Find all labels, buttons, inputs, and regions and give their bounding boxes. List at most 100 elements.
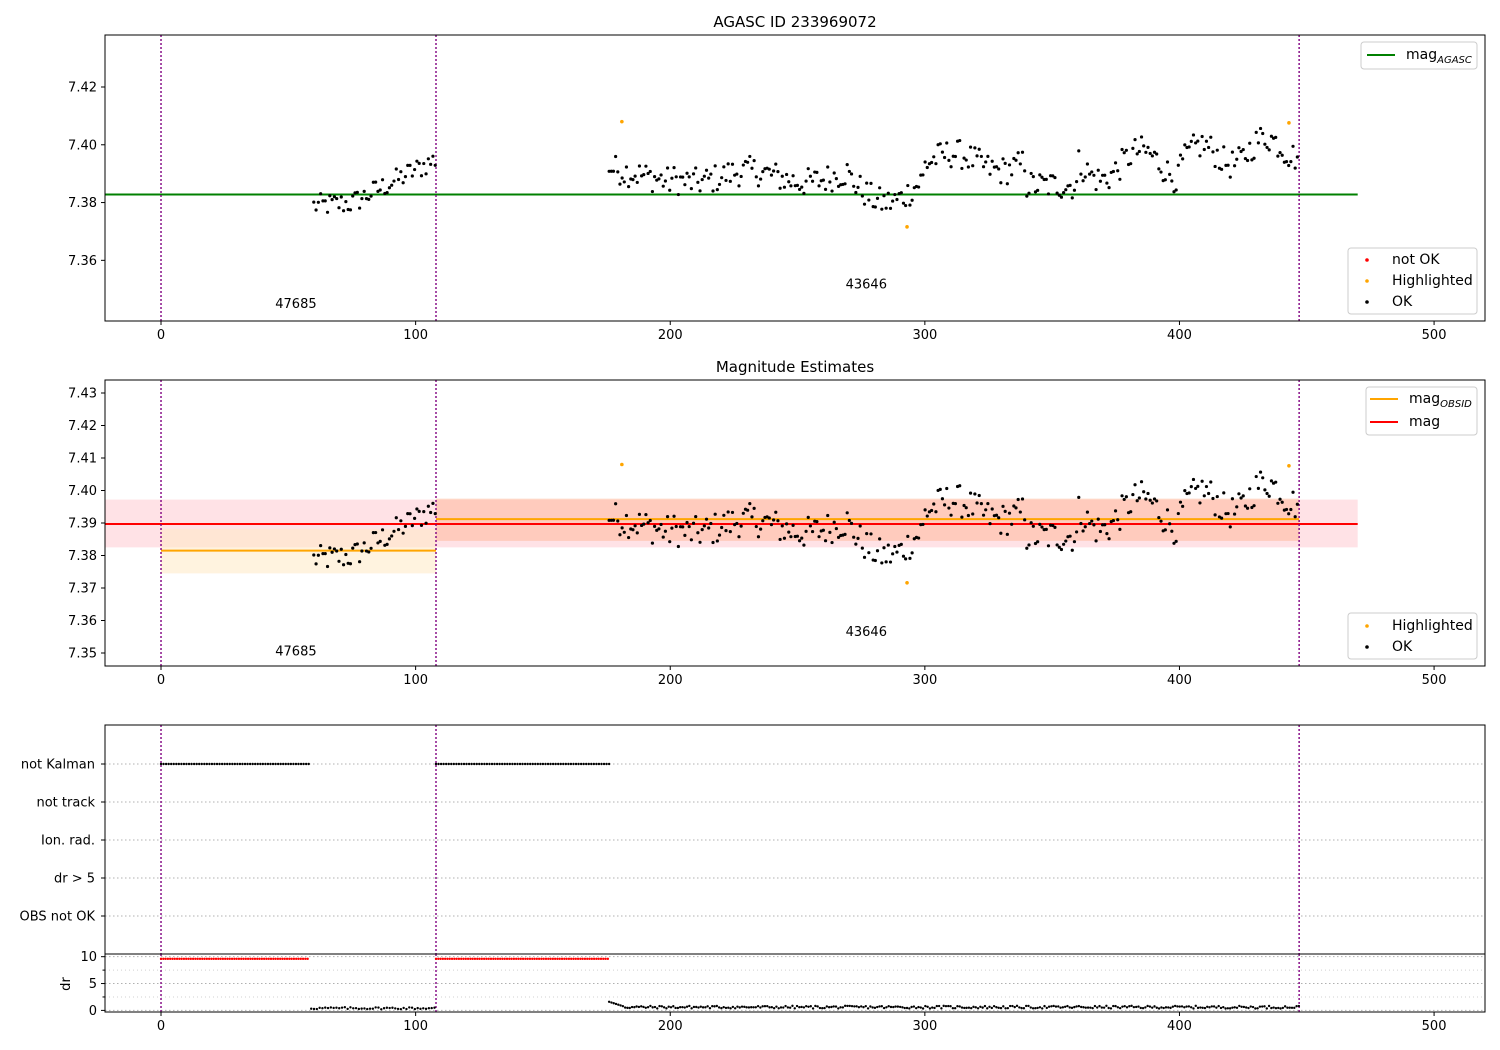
panel2-point-ok — [1232, 512, 1237, 516]
panel2-point-ok — [964, 506, 968, 510]
panel1-point-ok — [1070, 196, 1074, 200]
panel4-dr-point — [889, 1005, 893, 1009]
panel1-point-ok — [685, 171, 689, 175]
panel4-clipped-point — [443, 957, 447, 961]
panel4-clipped-point — [304, 957, 307, 961]
panel4-dr-point — [711, 1005, 714, 1008]
panel4-dr-point — [1242, 1005, 1246, 1009]
panel4-dr-point — [1091, 1006, 1094, 1010]
panel1-point-ok — [906, 183, 910, 188]
panel4-dr-point — [1075, 1005, 1078, 1008]
panel2-point-ok — [670, 526, 674, 530]
panel1-point-ok — [314, 208, 318, 212]
panel1-point-ok — [826, 165, 830, 169]
panel4-dr-point — [1109, 1007, 1113, 1010]
panel4-dr-point — [880, 1005, 884, 1008]
panel4-clipped-point — [476, 957, 479, 961]
panel3-flag-point — [531, 762, 534, 766]
panel2-title: Magnitude Estimates — [716, 358, 874, 376]
panel4-dr-point — [318, 1006, 321, 1010]
panel4-dr-point — [1036, 1006, 1039, 1010]
panel1-point-ok — [659, 173, 663, 177]
panel3-flag-point — [539, 762, 542, 766]
panel1-ticks: 0 100 200 300 400 500 7.36 7.38 7.40 7.42 — [68, 81, 1446, 344]
panel2-point-ok — [700, 528, 704, 532]
panel2-point-ok — [1040, 525, 1044, 529]
panel2-point-ok — [806, 515, 810, 519]
panel4-clipped-point — [602, 957, 605, 961]
panel2-point-legend: Highlighted OK — [1347, 612, 1478, 660]
panel1-point-ok — [880, 207, 884, 211]
panel3-flag-point — [175, 762, 178, 766]
panel4-dr-point — [368, 1007, 372, 1010]
panel4-dr-point — [1141, 1006, 1145, 1010]
panel2-point-ok — [648, 518, 652, 523]
panel3-flag-point — [304, 762, 308, 766]
panel2-ytick-label-0: 7.35 — [68, 647, 97, 662]
panel2-point-ok — [369, 546, 373, 550]
panel1-xtick-label-3: 300 — [912, 328, 937, 343]
panel2-point-ok — [854, 542, 858, 546]
panel2-point-ok — [756, 535, 761, 539]
panel3-flag-point — [190, 762, 193, 766]
panel1-point-ok — [830, 189, 834, 193]
panel3-flag-point — [246, 762, 249, 766]
panel4-dr-point — [366, 1007, 369, 1011]
panel4-clipped-point — [599, 957, 603, 961]
panel1-point-ok — [1163, 178, 1167, 182]
panel4-clipped-point — [485, 957, 488, 961]
panel3-flag-point — [475, 762, 478, 766]
panel1-point-ok — [674, 175, 678, 179]
panel1-point-ok — [741, 163, 745, 167]
panel1-point-ok — [1170, 179, 1174, 183]
panel3-flag-point — [450, 762, 453, 766]
panel1-point-ok — [1228, 175, 1232, 179]
panel4-dr-point — [1034, 1007, 1037, 1010]
panel2-point-ok — [387, 537, 392, 541]
panel2-point-ok — [355, 542, 359, 546]
panel2-point-ok — [984, 508, 988, 512]
panel4-clipped-point — [583, 957, 587, 961]
panel3-flag-point — [274, 762, 277, 766]
panel4-dr-point — [729, 1007, 732, 1010]
panel4-dr-point — [963, 1006, 966, 1010]
panel1-xtick-label-0: 0 — [157, 328, 165, 343]
panel2-point-ok — [392, 529, 396, 533]
panel4-dr-point — [1045, 1006, 1049, 1010]
panel2-point-ok — [1181, 504, 1185, 508]
panel2-point-ok — [1176, 511, 1180, 516]
panel3-flag-point — [198, 762, 201, 766]
panel4-dr-point — [944, 1004, 948, 1008]
panel1-point-ok — [650, 189, 655, 194]
panel2-point-ok — [1144, 497, 1148, 501]
panel3-flag-point — [248, 762, 252, 766]
panel4-dr-point — [763, 1005, 767, 1008]
panel3-flag-point — [162, 762, 165, 766]
panel1-point-ok — [1159, 170, 1163, 174]
panel1-point-ok — [884, 206, 888, 210]
panel4-dr-point — [385, 1006, 389, 1009]
panel1-point-ok — [1278, 150, 1282, 155]
panel1-point-ok — [1157, 167, 1161, 171]
panel2-point-ok — [826, 513, 830, 518]
panel4-clipped-point — [517, 957, 520, 961]
panel1-point-ok — [351, 194, 355, 198]
panel4-clipped-point — [496, 957, 500, 961]
panel3-flag-point — [526, 762, 529, 766]
panel2-point-highlighted — [620, 462, 624, 467]
panel3-flag-point — [577, 762, 580, 766]
panel2-point-ok — [1159, 519, 1163, 523]
panel1-point-ok — [973, 146, 977, 150]
panel4-dr-point — [1027, 1004, 1030, 1008]
panel4-clipped-point — [453, 957, 456, 961]
panel4-dr-point — [717, 1006, 721, 1009]
panel4-dr-point — [699, 1005, 702, 1008]
panel1-point-highlighted — [620, 119, 624, 124]
panel2-point-ok — [1033, 541, 1038, 546]
panel2-point-ok — [994, 513, 999, 517]
panel1-point-ok — [620, 176, 624, 180]
panel1-point-ok — [994, 165, 999, 169]
panel4-dr-point — [724, 1006, 728, 1010]
panel2-point-ok — [988, 522, 992, 526]
panel2-data-layer — [105, 380, 1358, 666]
